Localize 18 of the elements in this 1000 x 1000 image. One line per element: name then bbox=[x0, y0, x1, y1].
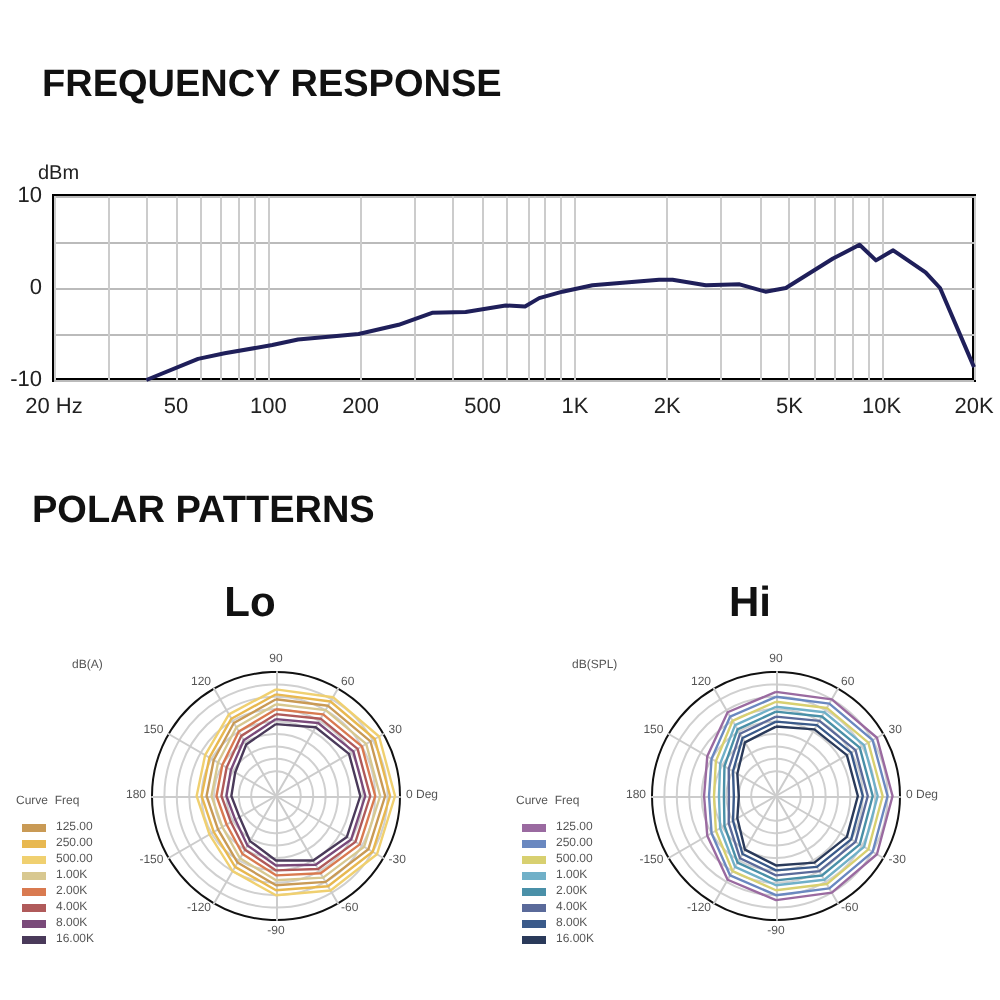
x-tick-label: 10K bbox=[862, 395, 903, 419]
x-tick-label: 5K bbox=[775, 395, 805, 419]
y-tick-label: 0 bbox=[29, 276, 42, 300]
x-tick-label: 1K bbox=[561, 395, 590, 419]
x-tick-label: 20 Hz bbox=[25, 395, 83, 419]
text: POLAR PATTERNS bbox=[32, 490, 375, 532]
y-axis-title: dBm bbox=[38, 163, 80, 185]
y-tick-label: 10 bbox=[17, 184, 42, 208]
y-tick-label: -10 bbox=[10, 368, 42, 392]
x-tick-label: 500 bbox=[464, 395, 502, 419]
x-tick-label: 200 bbox=[342, 395, 380, 419]
chart-title: Hi bbox=[729, 580, 771, 626]
x-tick-label: 100 bbox=[249, 395, 287, 419]
x-tick-label: 2K bbox=[653, 395, 683, 419]
x-tick-label: 50 bbox=[163, 395, 189, 419]
chart-title: FREQUENCY RESPONSE bbox=[42, 64, 502, 106]
x-tick-label: 20K bbox=[954, 395, 995, 419]
chart-title: Lo bbox=[224, 580, 276, 626]
